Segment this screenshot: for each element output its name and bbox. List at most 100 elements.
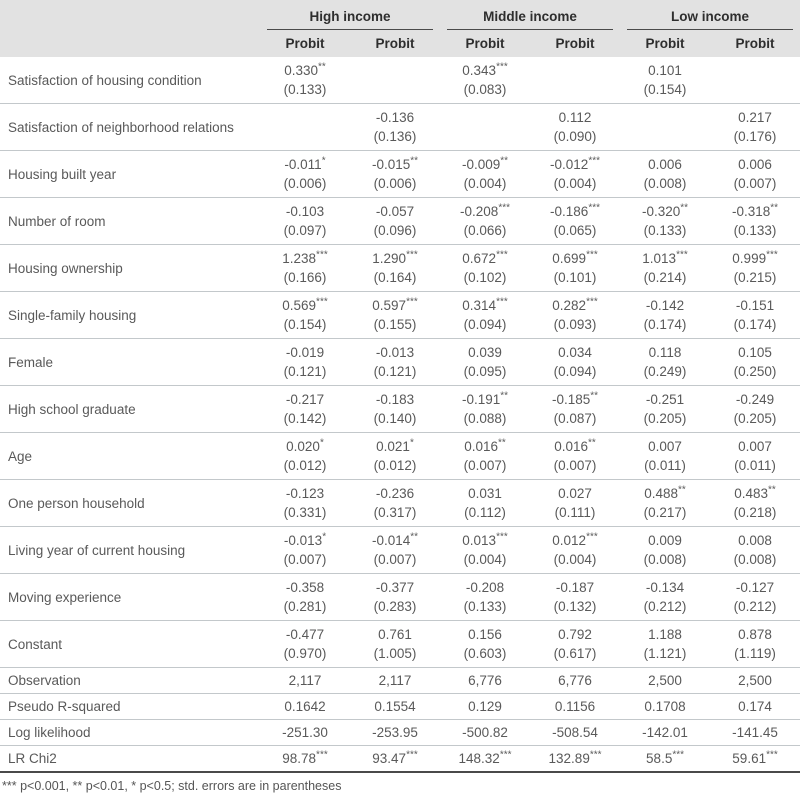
summary-cell: 2,500 bbox=[620, 667, 711, 694]
variable-label: High school graduate bbox=[0, 385, 260, 433]
standard-error: (0.090) bbox=[553, 129, 597, 144]
standard-error: (0.008) bbox=[643, 176, 687, 191]
summary-cell: 98.78*** bbox=[260, 745, 350, 773]
coefficient-cell: 0.999*** (0.215) bbox=[710, 244, 800, 292]
variable-label: Housing ownership bbox=[0, 244, 260, 292]
coefficient-value: 1.188 bbox=[648, 627, 682, 642]
coefficient-value: -0.183 bbox=[375, 392, 415, 407]
coefficient-value: 0.031 bbox=[468, 486, 502, 501]
coefficient-cell: -0.015** (0.006) bbox=[350, 150, 441, 198]
summary-cell: 0.129 bbox=[440, 693, 531, 720]
coefficient-value: 0.007 bbox=[648, 439, 682, 454]
coefficient-value: 0.672*** bbox=[462, 249, 508, 266]
standard-error: (0.970) bbox=[283, 646, 327, 661]
coefficient-value: -0.320** bbox=[641, 202, 689, 219]
coefficient-cell: 0.039 (0.095) bbox=[440, 338, 531, 386]
standard-error: (0.331) bbox=[283, 505, 327, 520]
significance-stars: ** bbox=[498, 437, 506, 449]
variable-label: Satisfaction of housing condition bbox=[0, 57, 260, 104]
coefficient-cell: -0.185** (0.087) bbox=[530, 385, 621, 433]
table-row: High school graduate -0.217 (0.142) -0.183 (… bbox=[0, 385, 800, 433]
table-row: One person household -0.123 (0.331) -0.236 (… bbox=[0, 479, 800, 527]
coefficient-cell: 0.314*** (0.094) bbox=[440, 291, 531, 339]
standard-error: (0.155) bbox=[373, 317, 417, 332]
summary-cell: 2,117 bbox=[260, 667, 350, 694]
coefficient-cell bbox=[530, 57, 621, 104]
coefficient-cell: 0.878 (1.119) bbox=[710, 620, 800, 668]
coefficient-cell: -0.127 (0.212) bbox=[710, 573, 800, 621]
coefficient-cell: -0.477 (0.970) bbox=[260, 620, 350, 668]
coefficient-cell: -0.136 (0.136) bbox=[350, 103, 441, 151]
standard-error: (1.121) bbox=[643, 646, 687, 661]
summary-label: Observation bbox=[0, 667, 260, 694]
coefficient-cell: -0.014** (0.007) bbox=[350, 526, 441, 574]
significance-stars: ** bbox=[500, 155, 509, 167]
column-header-probit: Probit bbox=[620, 30, 711, 57]
coefficient-value: 0.129 bbox=[468, 699, 502, 714]
coefficient-cell: 0.027 (0.111) bbox=[530, 479, 621, 527]
standard-error: (0.007) bbox=[463, 458, 507, 473]
significance-stars: * bbox=[319, 437, 324, 449]
coefficient-value: 0.013*** bbox=[462, 531, 508, 548]
significance-stars: ** bbox=[678, 484, 686, 496]
empty-corner-cell bbox=[0, 30, 260, 57]
summary-cell: -253.95 bbox=[350, 719, 441, 746]
standard-error: (0.004) bbox=[553, 552, 597, 567]
coefficient-value: 98.78*** bbox=[282, 749, 328, 766]
standard-error: (0.004) bbox=[553, 176, 597, 191]
summary-cell: 0.1554 bbox=[350, 693, 441, 720]
coefficient-cell: -0.251 (0.205) bbox=[620, 385, 711, 433]
summary-row: Log likelihood -251.30 -253.95 -500.82 -508.… bbox=[0, 719, 800, 746]
coefficient-cell: 0.488** (0.217) bbox=[620, 479, 711, 527]
coefficient-cell: 0.330** (0.133) bbox=[260, 57, 350, 104]
coefficient-cell: 0.672*** (0.102) bbox=[440, 244, 531, 292]
summary-row: Observation 2,117 2,117 6,776 6,776 2,500 2,50… bbox=[0, 667, 800, 694]
coefficient-cell: -0.103 (0.097) bbox=[260, 197, 350, 245]
coefficient-value: -0.012*** bbox=[550, 155, 600, 172]
summary-cell: 6,776 bbox=[440, 667, 531, 694]
table-row: Number of room -0.103 (0.097) -0.057 (0.096)… bbox=[0, 197, 800, 245]
standard-error: (0.006) bbox=[373, 176, 417, 191]
coefficient-value: 0.878 bbox=[738, 627, 772, 642]
standard-error: (0.102) bbox=[463, 270, 507, 285]
coefficient-cell: -0.151 (0.174) bbox=[710, 291, 800, 339]
group-label: High income bbox=[267, 3, 434, 30]
standard-error: (0.212) bbox=[643, 599, 687, 614]
coefficient-value: -0.013* bbox=[283, 531, 327, 548]
standard-error: (0.008) bbox=[643, 552, 687, 567]
coefficient-value: 93.47*** bbox=[372, 749, 418, 766]
coefficient-cell: 0.006 (0.007) bbox=[710, 150, 800, 198]
significance-stars: ** bbox=[588, 437, 596, 449]
coefficient-value: 0.761 bbox=[378, 627, 412, 642]
coefficient-cell bbox=[350, 57, 441, 104]
coefficient-value: -0.009** bbox=[461, 155, 509, 172]
standard-error: (0.094) bbox=[553, 364, 597, 379]
standard-error: (0.166) bbox=[283, 270, 327, 285]
coefficient-value: 0.012*** bbox=[552, 531, 598, 548]
coefficient-value: -0.015** bbox=[371, 155, 419, 172]
coefficient-value: 2,117 bbox=[288, 673, 322, 688]
coefficient-value: 0.105 bbox=[738, 345, 772, 360]
standard-error: (0.096) bbox=[373, 223, 417, 238]
coefficient-value: 0.488** bbox=[644, 484, 686, 501]
coefficient-value: 0.156 bbox=[468, 627, 502, 642]
standard-error: (0.004) bbox=[463, 176, 507, 191]
summary-cell: 2,117 bbox=[350, 667, 441, 694]
significance-footnote: *** p<0.001, ** p<0.01, * p<0.5; std. er… bbox=[2, 779, 342, 793]
standard-error: (0.154) bbox=[283, 317, 327, 332]
significance-stars: *** bbox=[766, 249, 778, 261]
standard-error: (0.097) bbox=[283, 223, 327, 238]
variable-label: Moving experience bbox=[0, 573, 260, 621]
variable-label: Satisfaction of neighborhood relations bbox=[0, 103, 260, 151]
standard-error: (0.121) bbox=[283, 364, 327, 379]
coefficient-cell: -0.183 (0.140) bbox=[350, 385, 441, 433]
summary-row: LR Chi2 98.78*** 93.47*** 148.32*** 132.89**… bbox=[0, 745, 800, 773]
summary-cell: 132.89*** bbox=[530, 745, 621, 773]
standard-error: (1.119) bbox=[734, 646, 776, 661]
coefficient-cell: 0.483** (0.218) bbox=[710, 479, 800, 527]
coefficient-value: -0.151 bbox=[735, 298, 775, 313]
coefficient-value: -0.057 bbox=[375, 204, 415, 219]
coefficient-cell: -0.249 (0.205) bbox=[710, 385, 800, 433]
significance-stars: *** bbox=[586, 249, 598, 261]
coefficient-value: 0.699*** bbox=[552, 249, 598, 266]
